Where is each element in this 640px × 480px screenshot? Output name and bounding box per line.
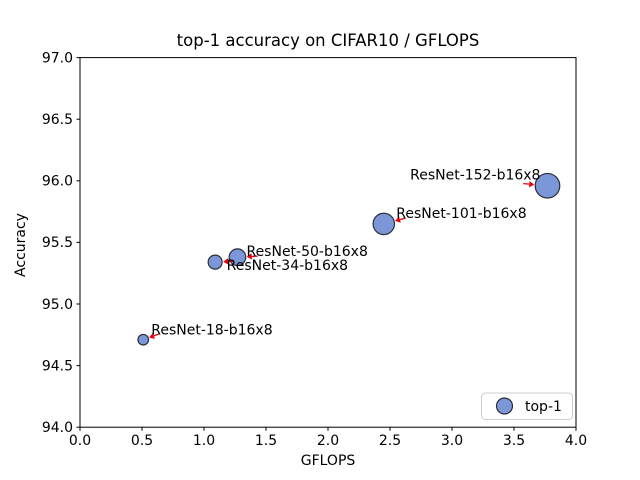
scatter-point-resnet-34-b16x8 xyxy=(207,254,223,270)
x-axis-label: GFLOPS xyxy=(301,453,356,469)
x-tick-label: 0.0 xyxy=(69,433,91,449)
plot-area xyxy=(79,57,577,428)
y-tick-label: 96.0 xyxy=(42,174,73,190)
legend: top-1 xyxy=(481,392,573,420)
annotation-label-resnet-34-b16x8: ResNet-34-b16x8 xyxy=(227,258,348,274)
annotation-label-resnet-152-b16x8: ResNet-152-b16x8 xyxy=(410,168,540,184)
y-tick-label: 94.5 xyxy=(42,358,73,374)
annotation-label-resnet-18-b16x8: ResNet-18-b16x8 xyxy=(151,323,272,339)
annotation-label-resnet-50-b16x8: ResNet-50-b16x8 xyxy=(246,244,367,260)
annotation-arrowhead xyxy=(149,332,155,339)
scatter-point-resnet-101-b16x8 xyxy=(372,212,396,236)
scatter-point-resnet-152-b16x8 xyxy=(534,172,561,199)
y-tick-label: 95.5 xyxy=(42,235,73,251)
legend-series-label: top-1 xyxy=(525,399,562,415)
annotation-label-resnet-101-b16x8: ResNet-101-b16x8 xyxy=(396,206,526,222)
x-tick-label: 1.0 xyxy=(193,433,215,449)
annotation-arrow-tail xyxy=(523,182,530,185)
scatter-points xyxy=(137,172,561,346)
annotation-arrowhead xyxy=(395,216,401,223)
y-tick-label: 94.0 xyxy=(42,420,73,436)
annotation-arrowhead xyxy=(528,180,535,188)
x-tick-label: 4.0 xyxy=(565,433,587,449)
x-tick-label: 2.5 xyxy=(379,433,401,449)
annotation-arrow-tail xyxy=(399,217,406,221)
legend-marker-icon xyxy=(495,397,514,415)
axis-ticks: 0.0 0.5 1.0 1.5 2.0 2.5 3.0 3.5 4.0 97.0 96.5 96.0 9… xyxy=(42,50,587,449)
x-tick-label: 3.0 xyxy=(441,433,463,449)
x-tick-label: 3.5 xyxy=(503,433,525,449)
y-tick-label: 95.0 xyxy=(42,297,73,313)
chart-title: top-1 accuracy on CIFAR10 / GFLOPS xyxy=(177,31,480,50)
x-tick-label: 0.5 xyxy=(131,433,153,449)
y-axis-label: Accuracy xyxy=(13,213,29,277)
scatter-point-resnet-18-b16x8 xyxy=(137,333,150,346)
annotation-arrow-tail xyxy=(153,333,160,337)
annotation-arrowhead xyxy=(223,258,229,265)
x-tick-label: 1.5 xyxy=(255,433,277,449)
point-annotations: ResNet-18-b16x8 ResNet-34-b16x8ResNet-50-… xyxy=(149,168,540,339)
y-tick-label: 97.0 xyxy=(42,50,73,66)
y-tick-label: 96.5 xyxy=(42,112,73,128)
x-tick-label: 2.0 xyxy=(317,433,339,449)
annotation-arrowhead xyxy=(246,253,252,260)
